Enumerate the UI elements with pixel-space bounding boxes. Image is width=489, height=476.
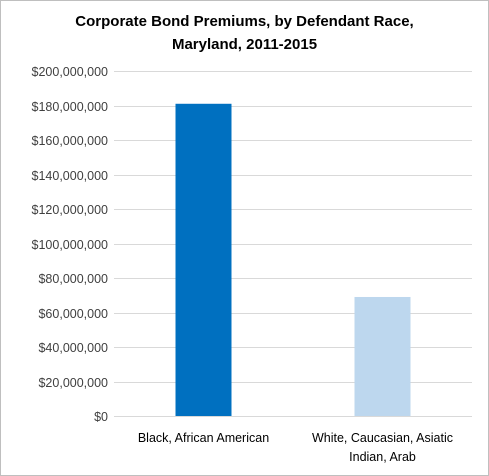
x-category-label: Indian, Arab — [349, 450, 416, 464]
y-tick-label: $60,000,000 — [38, 307, 108, 321]
y-tick-label: $80,000,000 — [38, 272, 108, 286]
bar-1 — [175, 103, 232, 417]
y-tick-label: $100,000,000 — [32, 238, 109, 252]
y-tick-label: $200,000,000 — [32, 65, 109, 79]
chart-title-line-2: Maryland, 2011-2015 — [171, 36, 318, 53]
y-tick-label: $160,000,000 — [32, 134, 109, 148]
chart-title-line-1: Corporate Bond Premiums, by Defendant Ra… — [75, 13, 414, 30]
x-category-label: White, Caucasian, Asiatic — [312, 431, 453, 445]
y-tick-label: $0 — [94, 410, 108, 424]
x-category-label: Black, African American — [138, 431, 269, 445]
bar-2 — [354, 296, 411, 416]
y-tick-label: $20,000,000 — [38, 376, 108, 390]
y-tick-label: $120,000,000 — [32, 203, 109, 217]
chart-title: Corporate Bond Premiums, by Defendant Ra… — [0, 10, 489, 56]
y-tick-label: $180,000,000 — [32, 100, 109, 114]
y-tick-label: $140,000,000 — [32, 169, 109, 183]
y-tick-label: $40,000,000 — [38, 341, 108, 355]
